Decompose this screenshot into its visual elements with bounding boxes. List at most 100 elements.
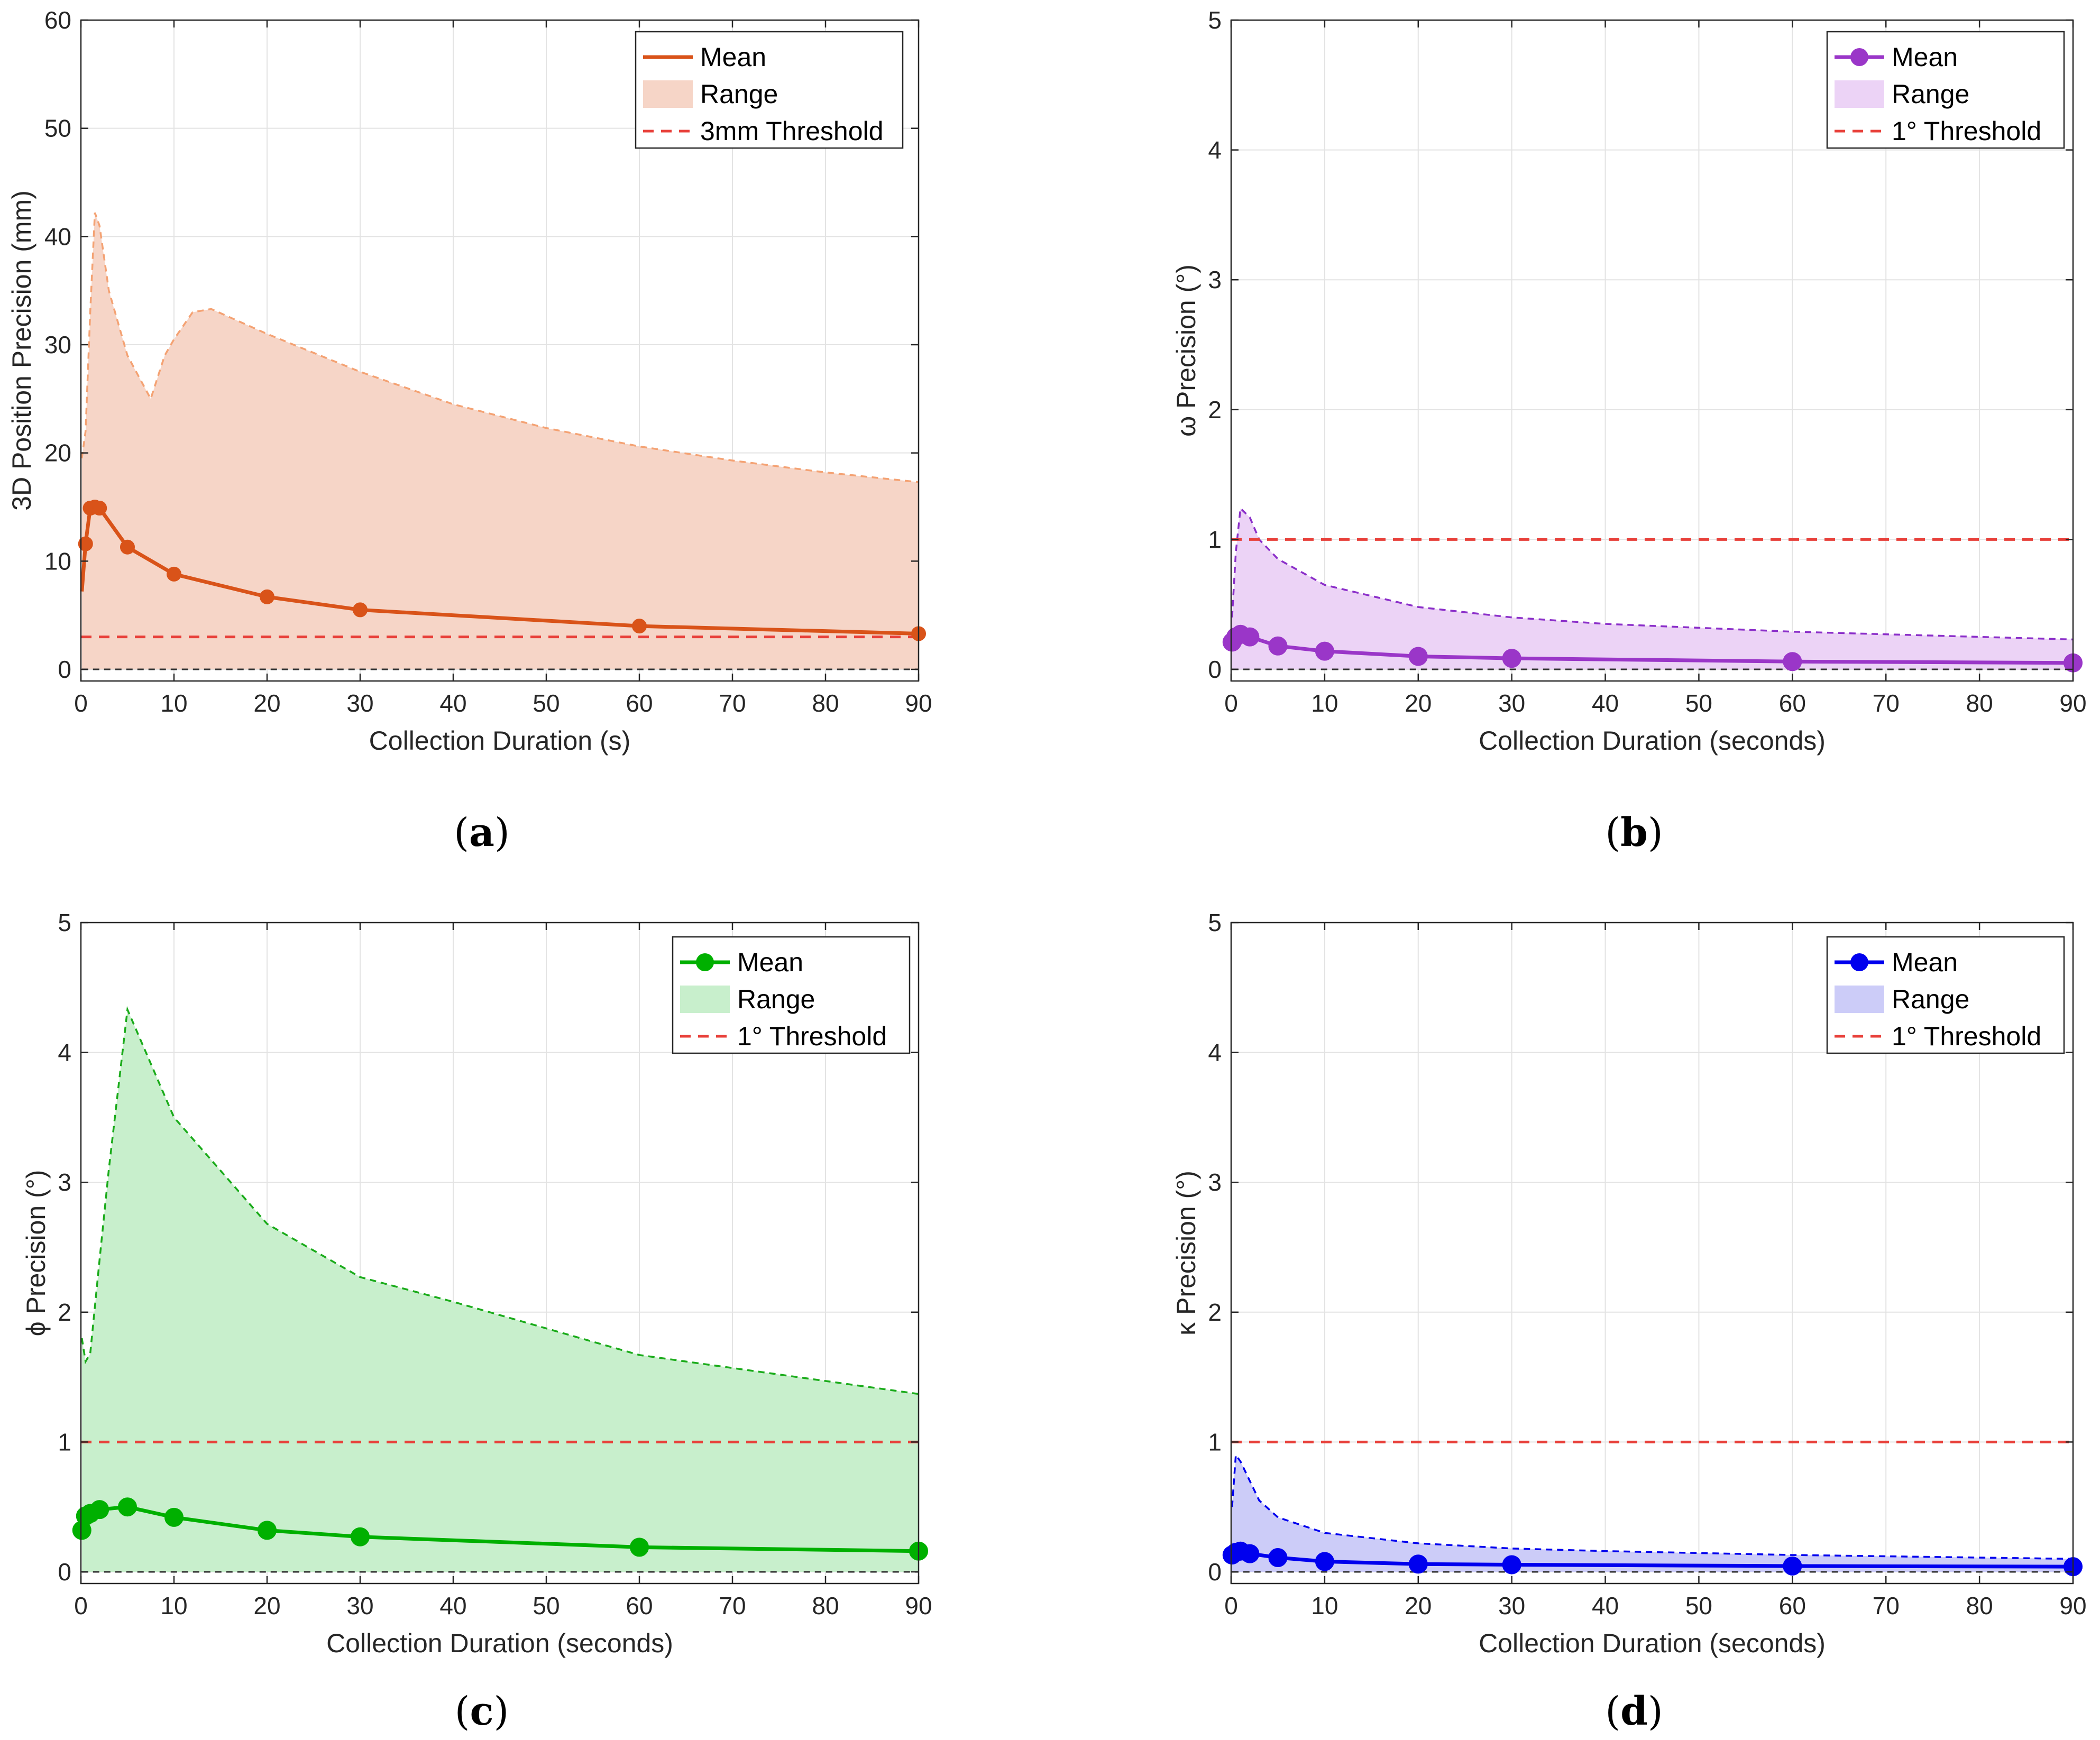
range-area bbox=[1232, 508, 2073, 669]
legend-label-threshold: 1° Threshold bbox=[737, 1021, 887, 1051]
panel-label-close: ) bbox=[1648, 1689, 1663, 1734]
panel-label: (b) bbox=[1605, 810, 1663, 855]
legend-swatch-range bbox=[1835, 986, 1884, 1013]
legend-label-threshold: 1° Threshold bbox=[1892, 116, 2041, 146]
ticks: 0 10 20 30 40 50 60 70 80 90 0 1 2 3 4 5 bbox=[1208, 909, 2086, 1619]
axes-box bbox=[1230, 922, 2074, 1585]
panel-label-letter: d bbox=[1620, 1689, 1648, 1734]
x-tick-label: 10 bbox=[160, 1592, 187, 1619]
mean-point bbox=[630, 1538, 649, 1557]
panel-label-letter: b bbox=[1620, 810, 1648, 855]
legend-label-range: Range bbox=[700, 79, 778, 109]
mean-point bbox=[353, 602, 368, 618]
mean-point bbox=[351, 1527, 370, 1546]
panel-c: 0 10 20 30 40 50 60 70 80 90 0 1 2 3 4 5 Collection Dura… bbox=[21, 909, 932, 1734]
x-tick-label: 30 bbox=[1498, 689, 1525, 717]
x-tick-label: 90 bbox=[2059, 1592, 2086, 1619]
x-tick-label: 60 bbox=[1779, 689, 1806, 717]
y-tick-label: 30 bbox=[44, 331, 71, 358]
y-axis-label: 3D Position Precision (mm) bbox=[7, 190, 36, 511]
legend-swatch-mean-marker bbox=[696, 953, 714, 971]
x-tick-label: 70 bbox=[719, 689, 746, 717]
mean-point bbox=[92, 501, 107, 516]
axes-box bbox=[80, 19, 920, 682]
x-tick-label: 90 bbox=[905, 689, 932, 717]
mean-point bbox=[164, 1507, 184, 1527]
x-tick-label: 50 bbox=[1685, 1592, 1712, 1619]
legend: Mean Range 1° Threshold bbox=[1826, 936, 2065, 1054]
y-tick-label: 4 bbox=[1208, 136, 1222, 164]
mean-point bbox=[167, 566, 181, 582]
legend-swatch-range bbox=[643, 80, 693, 108]
x-axis-label: Collection Duration (seconds) bbox=[1479, 1628, 1826, 1658]
panel-label-letter: a bbox=[469, 810, 494, 855]
x-tick-label: 70 bbox=[1873, 1592, 1900, 1619]
mean-point bbox=[1783, 652, 1802, 671]
legend-label-range: Range bbox=[1892, 79, 1969, 109]
mean-point bbox=[1268, 1548, 1288, 1567]
y-axis-label: ω Precision (°) bbox=[1171, 264, 1201, 437]
x-tick-label: 80 bbox=[812, 1592, 839, 1619]
y-tick-label: 3 bbox=[1208, 266, 1222, 293]
x-tick-label: 80 bbox=[1966, 1592, 1993, 1619]
y-tick-label: 5 bbox=[58, 909, 71, 936]
y-tick-label: 50 bbox=[44, 115, 71, 142]
panel-label-close: ) bbox=[494, 1689, 509, 1734]
y-tick-label: 0 bbox=[58, 1558, 71, 1586]
panel-label-open: ( bbox=[1605, 1689, 1620, 1734]
x-tick-label: 60 bbox=[626, 1592, 653, 1619]
x-tick-label: 20 bbox=[253, 689, 280, 717]
x-tick-label: 50 bbox=[533, 689, 560, 717]
x-tick-label: 0 bbox=[74, 1592, 88, 1619]
panel-d: 0 10 20 30 40 50 60 70 80 90 0 1 2 3 4 5 Collection Dura… bbox=[1171, 909, 2087, 1734]
panel-label: (a) bbox=[454, 810, 510, 855]
mean-point bbox=[78, 536, 93, 551]
x-tick-label: 30 bbox=[1498, 1592, 1525, 1619]
mean-point bbox=[90, 1500, 109, 1520]
y-tick-label: 2 bbox=[1208, 396, 1222, 424]
x-tick-label: 80 bbox=[812, 689, 839, 717]
x-tick-label: 80 bbox=[1966, 689, 1993, 717]
x-axis-label: Collection Duration (s) bbox=[369, 726, 631, 756]
range-upper-edge bbox=[81, 212, 919, 483]
mean-point bbox=[632, 619, 647, 634]
x-tick-label: 30 bbox=[346, 689, 373, 717]
x-axis-label: Collection Duration (seconds) bbox=[1479, 726, 1826, 756]
panel-a: 0 10 20 30 40 50 60 70 80 90 0 10 20 30 40 50 60 Collecti… bbox=[7, 6, 932, 855]
legend: Mean Range 3mm Threshold bbox=[635, 31, 904, 149]
panel-label-close: ) bbox=[1648, 810, 1663, 855]
panel-b: 0 10 20 30 40 50 60 70 80 90 0 1 2 3 4 5 Collection Dura… bbox=[1171, 6, 2087, 855]
mean-point bbox=[1240, 1544, 1260, 1563]
legend-label-mean: Mean bbox=[1892, 947, 1958, 977]
x-tick-label: 0 bbox=[74, 689, 88, 717]
panel-label: (d) bbox=[1605, 1689, 1663, 1734]
x-tick-label: 10 bbox=[160, 689, 187, 717]
x-tick-label: 30 bbox=[346, 1592, 373, 1619]
y-tick-label: 0 bbox=[1208, 1558, 1222, 1586]
y-tick-label: 5 bbox=[1208, 6, 1222, 34]
legend-label-mean: Mean bbox=[700, 42, 766, 72]
range-upper-edge bbox=[1231, 506, 2074, 641]
x-tick-label: 0 bbox=[1224, 1592, 1238, 1619]
y-tick-label: 3 bbox=[1208, 1168, 1222, 1196]
y-tick-label: 0 bbox=[58, 656, 71, 683]
y-tick-label: 1 bbox=[58, 1428, 71, 1456]
range-area bbox=[81, 213, 919, 670]
y-tick-label: 2 bbox=[1208, 1299, 1222, 1326]
legend-swatch-range bbox=[1835, 80, 1884, 108]
x-tick-label: 90 bbox=[905, 1592, 932, 1619]
mean-point bbox=[258, 1521, 277, 1540]
panel-label: (c) bbox=[455, 1689, 509, 1734]
mean-point bbox=[1783, 1556, 1802, 1576]
mean-point bbox=[1502, 1555, 1521, 1575]
y-axis-label: κ Precision (°) bbox=[1171, 1171, 1201, 1336]
legend-label-threshold: 3mm Threshold bbox=[700, 116, 883, 146]
y-tick-label: 10 bbox=[44, 547, 71, 575]
legend: Mean Range 1° Threshold bbox=[672, 936, 911, 1054]
axes-box bbox=[1230, 19, 2074, 682]
mean-point bbox=[1408, 647, 1428, 666]
y-tick-label: 20 bbox=[44, 439, 71, 467]
x-tick-label: 90 bbox=[2059, 689, 2086, 717]
x-tick-label: 40 bbox=[439, 1592, 466, 1619]
